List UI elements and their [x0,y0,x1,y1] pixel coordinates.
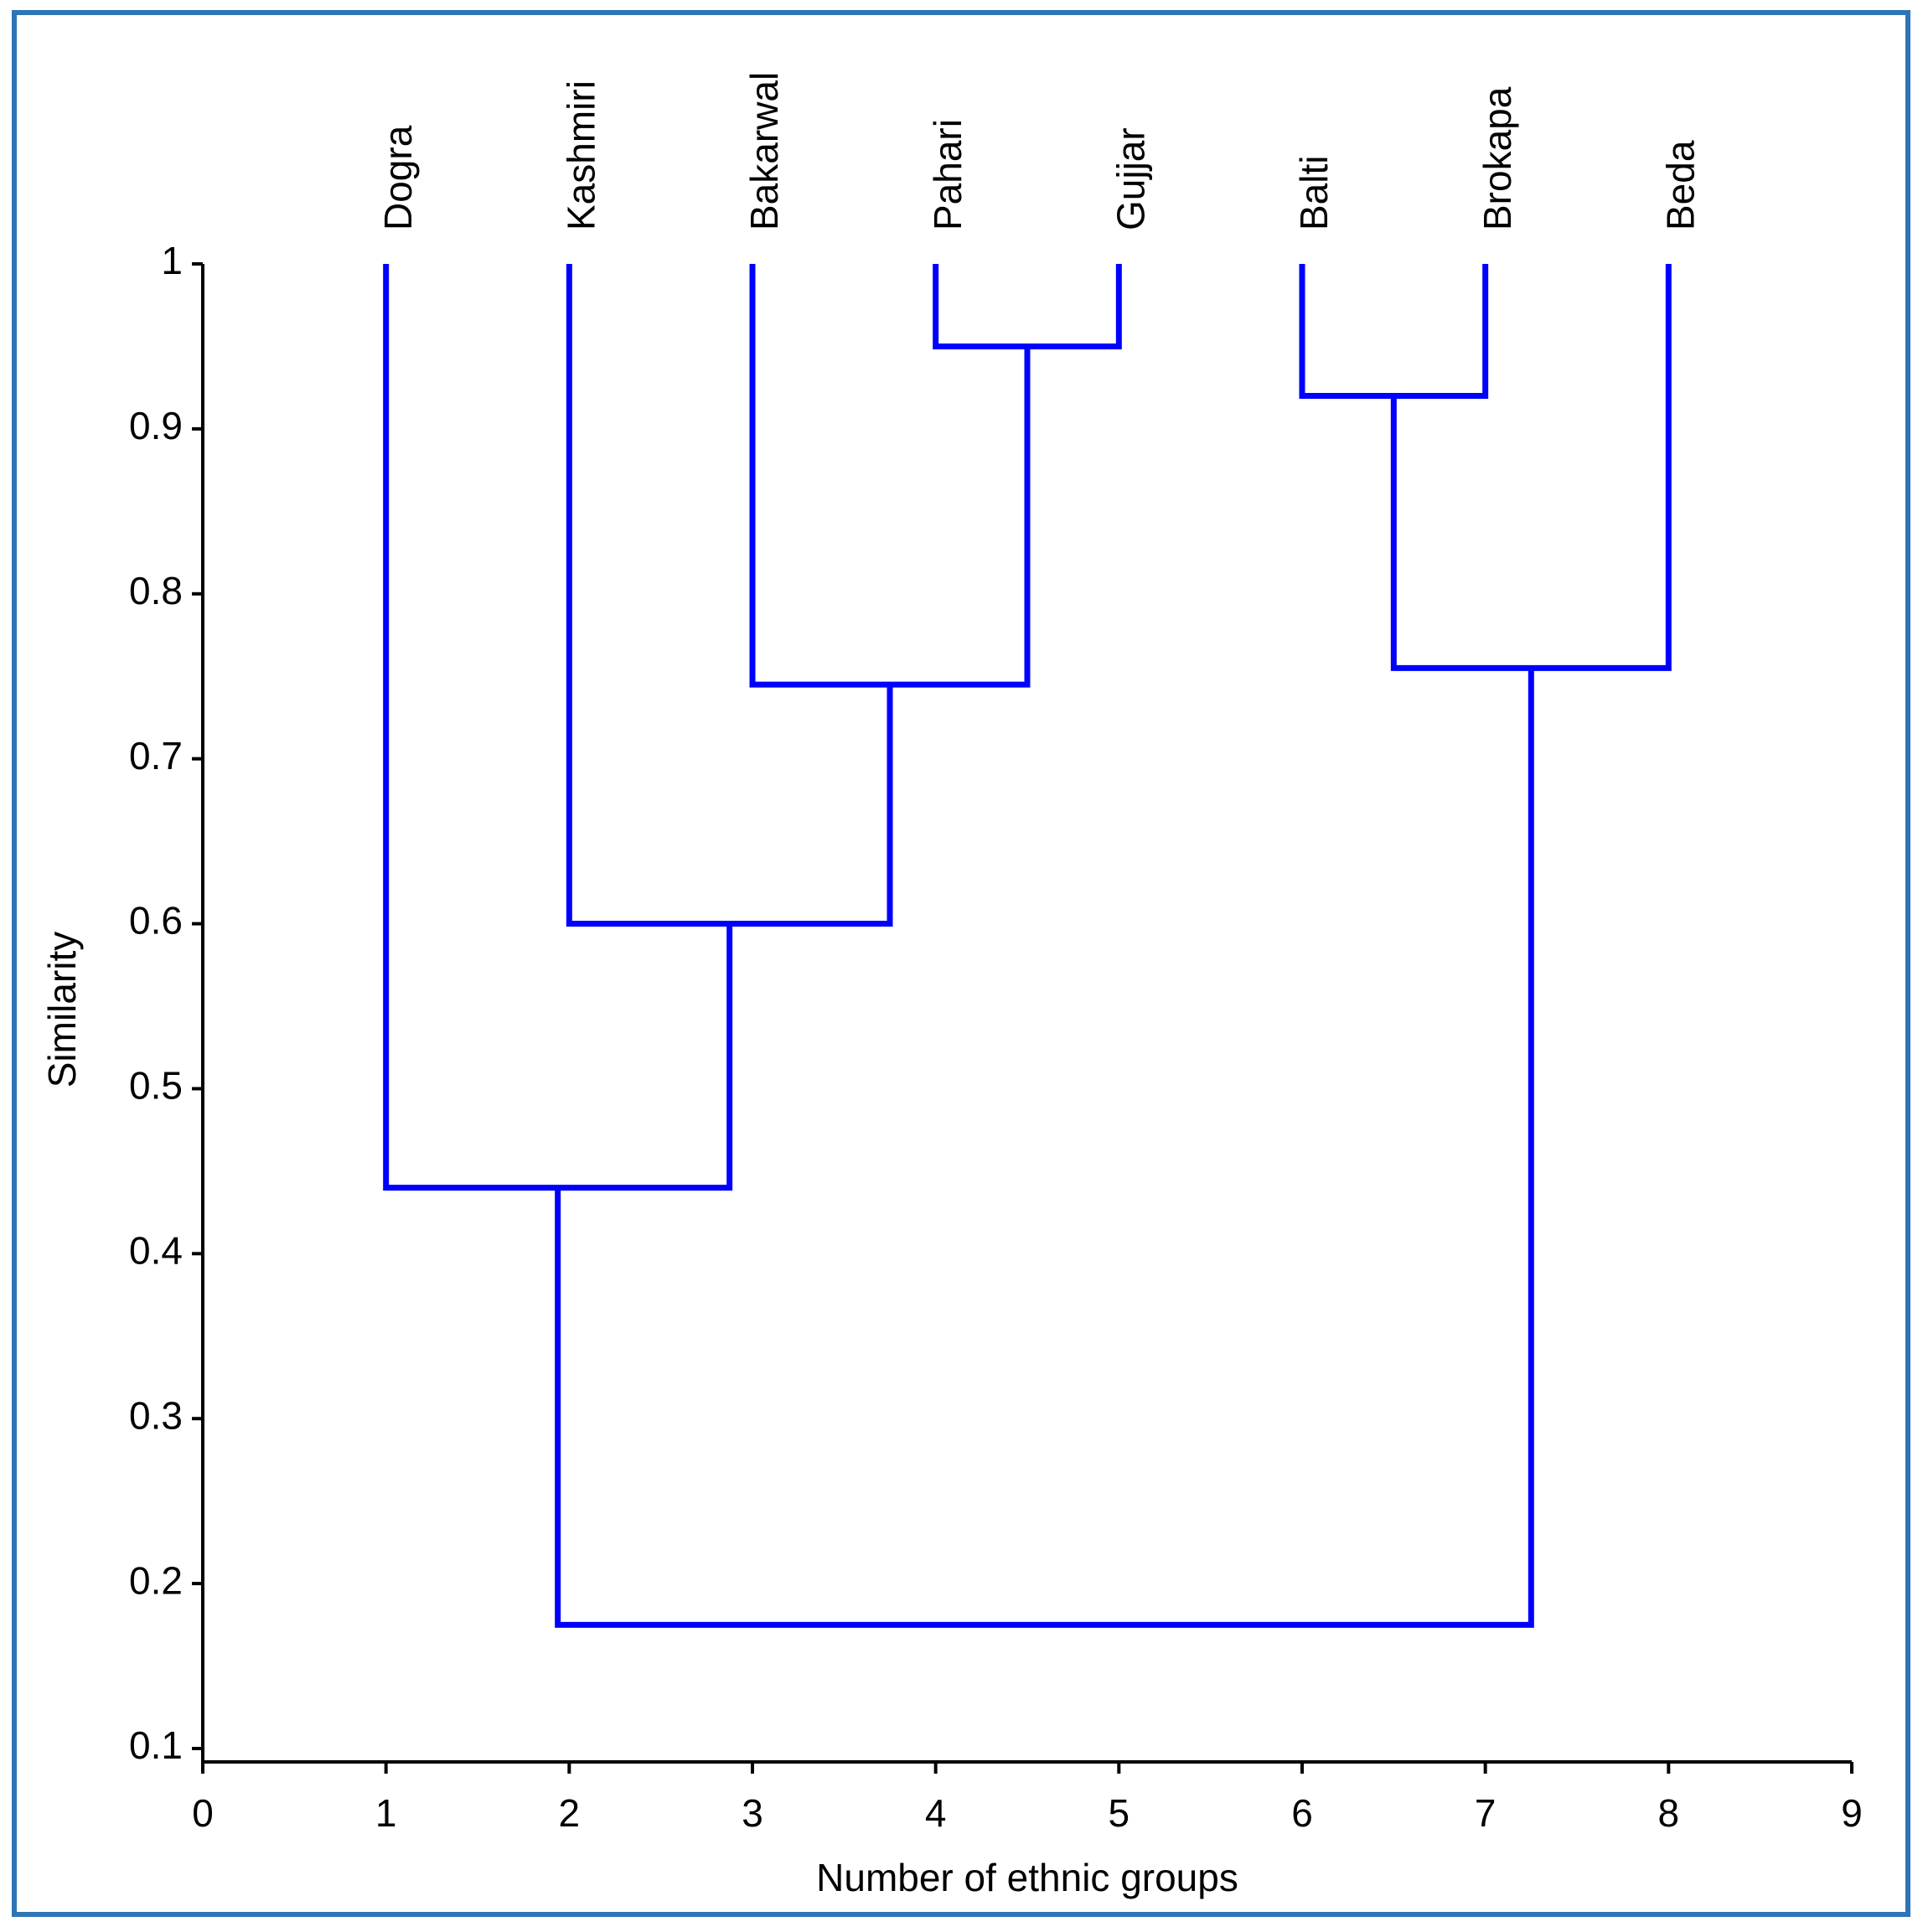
dendrogram-link [383,264,733,1191]
leaf-label: Pahari [926,119,969,230]
y-tick-label: 0.3 [129,1393,183,1437]
x-tick-label: 3 [742,1791,763,1835]
dendrogram-link [933,264,1122,349]
x-tick-label: 5 [1109,1791,1130,1835]
leaf-label: Kashmiri [559,80,602,230]
y-axis-label: Similarity [40,932,84,1088]
x-tick-label: 7 [1475,1791,1497,1835]
y-tick-label: 0.9 [129,404,183,447]
x-tick-label: 9 [1841,1791,1863,1835]
x-tick-label: 6 [1291,1791,1313,1835]
dendrogram-link [555,668,1534,1628]
dendrogram-link [749,264,1031,688]
frame [12,10,1910,1917]
y-tick-label: 0.1 [129,1723,183,1767]
dendrogram-link [1299,264,1489,400]
y-tick-label: 0.8 [129,569,183,612]
x-tick-label: 2 [559,1791,581,1835]
x-axis-label: Number of ethnic groups [816,1856,1238,1899]
y-tick-label: 0.4 [129,1228,183,1272]
y-tick-label: 1 [161,239,183,282]
y-tick-label: 0.7 [129,734,183,777]
dendrogram-link [566,264,893,927]
leaf-label: Balti [1292,156,1336,230]
x-tick-label: 4 [925,1791,947,1835]
leaf-label: Brokapa [1476,86,1519,230]
x-tick-label: 0 [192,1791,214,1835]
leaf-label: Beda [1658,140,1702,230]
leaf-label: Dogra [376,125,420,230]
y-tick-label: 0.6 [129,899,183,943]
leaf-label: Gujjar [1109,127,1152,230]
x-tick-label: 8 [1658,1791,1680,1835]
y-tick-label: 0.5 [129,1064,183,1108]
x-tick-label: 1 [375,1791,397,1835]
leaf-label: Bakarwal [742,72,786,230]
y-tick-label: 0.2 [129,1558,183,1602]
dendrogram-link [1390,264,1672,671]
